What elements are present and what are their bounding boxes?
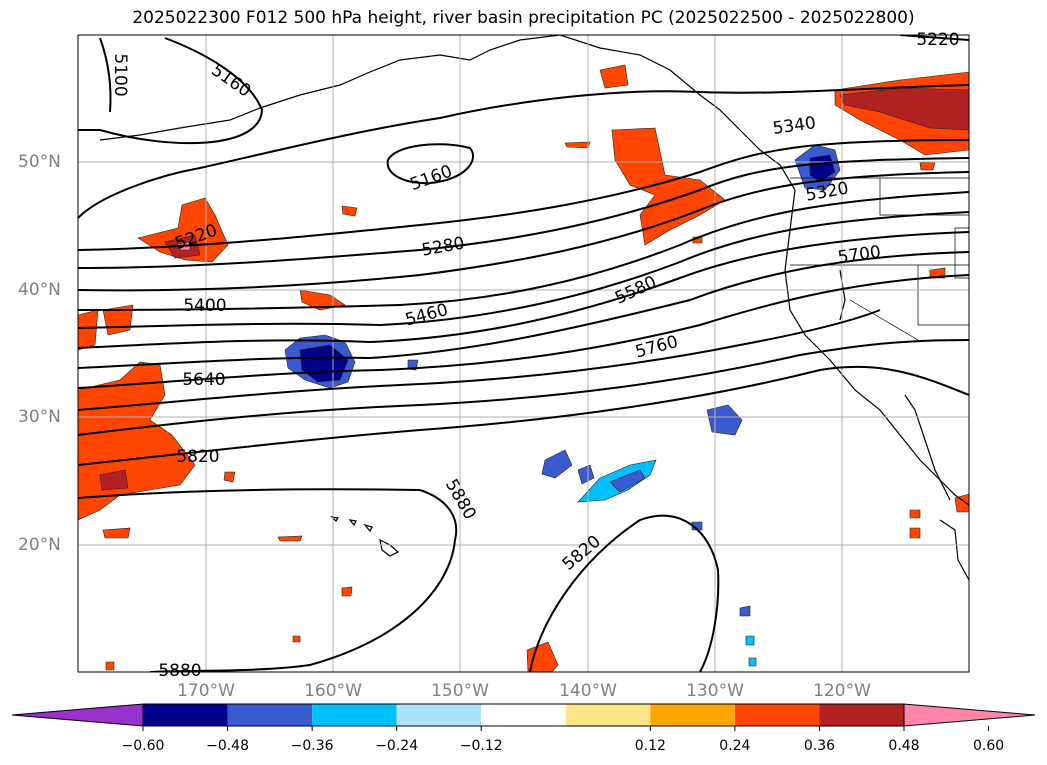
contour-label: 5400 xyxy=(183,296,226,316)
lon-label: 160°W xyxy=(304,681,362,701)
colorbar-segment xyxy=(312,704,397,726)
colorbar-frame xyxy=(142,703,905,727)
colorbar-segment xyxy=(565,704,651,726)
colorbar-tick-label: −0.60 xyxy=(121,738,165,754)
colorbar-segment xyxy=(227,704,313,726)
colorbar-segment xyxy=(734,704,820,726)
colorbar-tick-label: −0.12 xyxy=(459,738,503,754)
colorbar-ticks xyxy=(142,726,990,731)
contour-label: 5220 xyxy=(916,30,959,50)
lon-label: 140°W xyxy=(559,681,617,701)
map-title: 2025022300 F012 500 hPa height, river ba… xyxy=(132,8,915,28)
precip-negative-areas xyxy=(284,144,841,667)
contour-label: 5100 xyxy=(110,53,130,96)
colorbar-segment xyxy=(396,704,482,726)
colorbar-tick-label: 0.12 xyxy=(634,738,666,754)
height-contours xyxy=(78,35,969,672)
colorbar-tick-label: 0.24 xyxy=(719,738,751,754)
lon-label: 150°W xyxy=(431,681,489,701)
lat-label: 50°N xyxy=(18,152,61,172)
lon-label: 170°W xyxy=(177,681,235,701)
colorbar-segment xyxy=(650,704,735,726)
map-frame xyxy=(77,34,970,673)
colorbar-tick-label: 0.48 xyxy=(888,738,920,754)
lat-label: 20°N xyxy=(18,535,61,555)
lon-label: 120°W xyxy=(813,681,871,701)
lat-label: 40°N xyxy=(18,280,61,300)
colorbar-segments xyxy=(11,703,1036,727)
colorbar-tick-label: 0.36 xyxy=(803,738,836,754)
colorbar-tick-label: −0.24 xyxy=(375,738,419,754)
colorbar-tick-label: −0.36 xyxy=(290,738,334,754)
contour-label: 5640 xyxy=(182,370,225,390)
colorbar-segment xyxy=(481,704,566,726)
lat-label: 30°N xyxy=(18,407,61,427)
map-canvas: 5100 5160 5160 5220 5220 5280 5320 5340 … xyxy=(77,30,970,681)
colorbar-tick-label: −0.48 xyxy=(206,738,249,754)
map-frame-bg xyxy=(78,35,969,672)
contour-label: 5820 xyxy=(176,447,219,467)
lon-label: 130°W xyxy=(686,681,744,701)
colorbar-segment xyxy=(819,704,904,726)
colorbar-tick-label: 0.60 xyxy=(972,738,1005,754)
colorbar xyxy=(11,703,1036,731)
colorbar-extend-low xyxy=(11,703,144,727)
contour-label: 5880 xyxy=(158,661,201,681)
colorbar-segment xyxy=(143,704,228,726)
colorbar-extend-high xyxy=(903,703,1036,727)
